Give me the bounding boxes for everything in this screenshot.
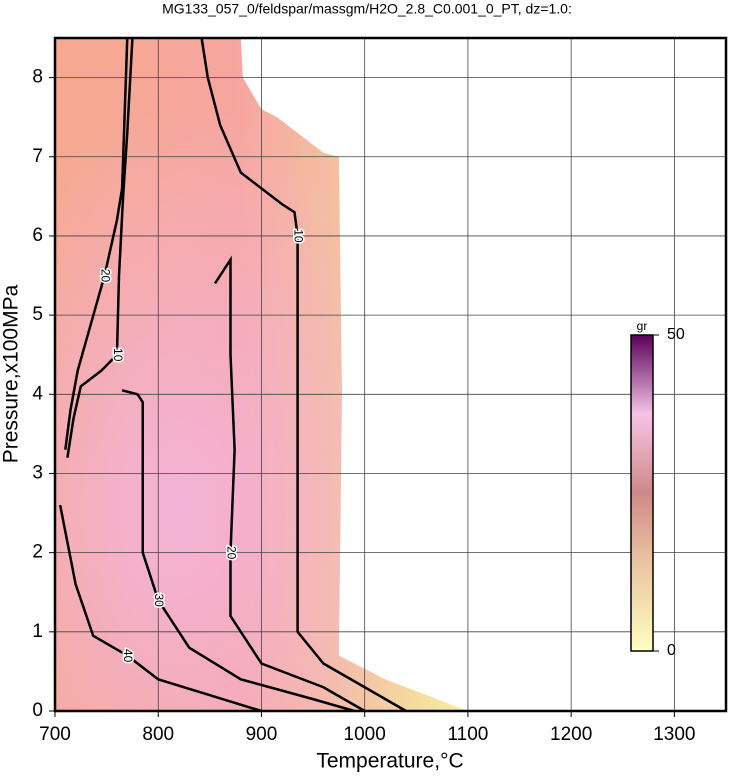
contour-label: 20 bbox=[98, 269, 112, 283]
x-tick-label: 1200 bbox=[550, 724, 592, 745]
x-tick-label: 1000 bbox=[344, 724, 386, 745]
contour-line bbox=[200, 37, 407, 713]
y-tick-label: 6 bbox=[32, 225, 43, 246]
x-tick-label: 800 bbox=[142, 724, 174, 745]
colorbar-tick-label: 0 bbox=[667, 642, 676, 659]
contour-label: 40 bbox=[121, 649, 135, 663]
x-tick-label: 900 bbox=[246, 724, 278, 745]
y-tick-label: 5 bbox=[32, 304, 43, 325]
y-axis-label: Pressure,x100MPa bbox=[0, 284, 23, 463]
y-tick-label: 3 bbox=[32, 462, 43, 483]
x-tick-label: 1100 bbox=[447, 724, 488, 745]
colorbar bbox=[630, 334, 654, 652]
contour-line bbox=[213, 255, 366, 713]
y-tick-label: 7 bbox=[32, 146, 43, 167]
contour-label: 10 bbox=[291, 229, 305, 243]
x-tick-label: 700 bbox=[39, 724, 71, 745]
y-tick-label: 4 bbox=[32, 383, 43, 404]
contour-line bbox=[121, 389, 355, 713]
contour-line bbox=[66, 37, 134, 458]
contour-line bbox=[64, 37, 129, 450]
contour-line bbox=[58, 504, 262, 713]
plot-frame bbox=[53, 36, 728, 713]
chart-title: MG133_057_0/feldspar/massgm/H2O_2.8_C0.0… bbox=[162, 1, 572, 17]
y-tick-label: 2 bbox=[32, 542, 43, 563]
contour-label: 30 bbox=[152, 593, 166, 607]
y-tick-label: 0 bbox=[32, 700, 43, 721]
y-tick-label: 8 bbox=[32, 67, 43, 88]
x-tick-label: 1300 bbox=[653, 724, 695, 745]
contour-label: 10 bbox=[111, 348, 125, 362]
y-tick-label: 1 bbox=[32, 621, 43, 642]
colorbar-label: gr bbox=[637, 319, 648, 333]
contour-label: 20 bbox=[224, 546, 238, 560]
x-axis-label: Temperature,°C bbox=[316, 750, 463, 773]
colorbar-tick-label: 50 bbox=[667, 326, 685, 343]
